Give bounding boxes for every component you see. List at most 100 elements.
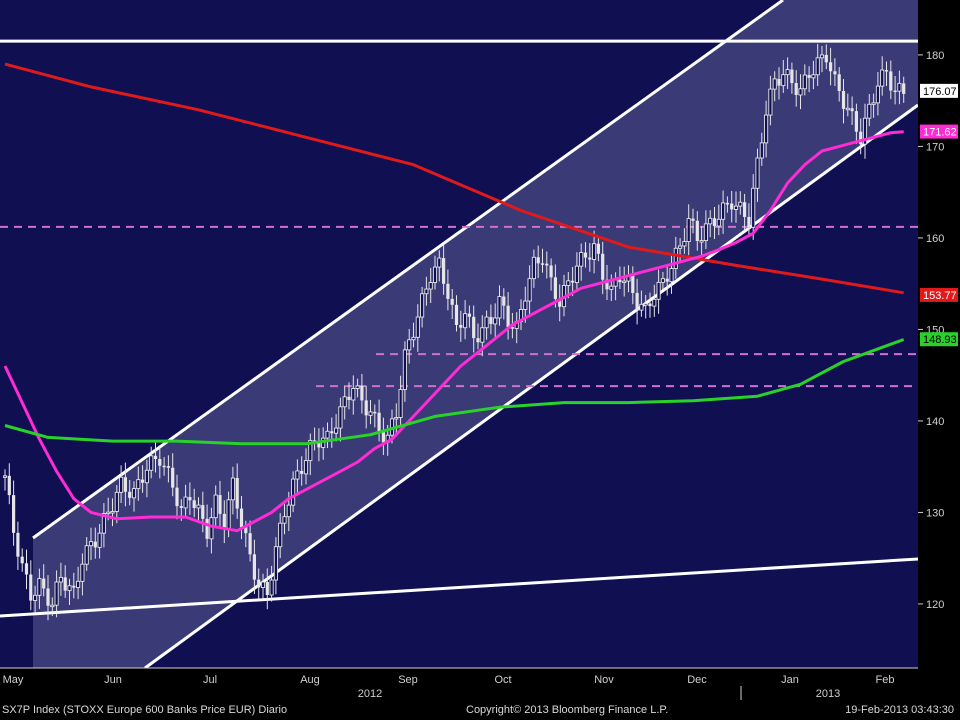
candle-body: [300, 470, 304, 474]
candle-body: [824, 54, 828, 63]
candle-body: [218, 495, 222, 514]
candle-body: [656, 281, 661, 300]
candle-body: [183, 496, 188, 509]
moving-average-line-3: [4, 338, 905, 446]
candle-body: [854, 111, 858, 132]
candle-body: [794, 83, 798, 95]
candle-body: [222, 513, 226, 530]
candle-body: [588, 257, 592, 260]
candle-body: [730, 203, 734, 210]
candle-body: [97, 532, 102, 548]
candle-body: [7, 475, 11, 496]
candle-body: [175, 487, 179, 507]
year-label: 2013: [816, 688, 840, 700]
candle-body: [153, 455, 158, 460]
candle-body: [317, 442, 321, 448]
candle-body: [721, 202, 726, 220]
candle-body: [618, 279, 622, 283]
month-label: May: [3, 674, 24, 686]
candle-body: [110, 511, 115, 514]
candle-body: [347, 396, 351, 400]
moving-average-line-1: [4, 62, 904, 295]
candle-body: [119, 476, 124, 493]
month-label: Jul: [203, 674, 217, 686]
candle-body: [291, 478, 296, 506]
y-tick-label: 180: [926, 50, 944, 62]
support-trendline: [0, 557, 919, 618]
candle-body: [325, 430, 330, 439]
candle-body: [902, 83, 906, 94]
candle-body: [342, 396, 347, 408]
price-label-text: 176.07: [923, 86, 957, 98]
candle-body: [351, 388, 356, 401]
candle-body: [29, 574, 33, 601]
candle-body: [46, 588, 50, 606]
y-tick-label: 130: [926, 507, 944, 519]
candle-body: [295, 470, 300, 480]
candle-body: [398, 389, 403, 418]
candle-body: [574, 265, 579, 284]
candle-body: [93, 541, 97, 548]
candle-body: [678, 245, 683, 249]
candle-body: [536, 257, 540, 264]
candle-body: [415, 316, 420, 338]
candle-body: [24, 563, 29, 575]
candle-body: [880, 69, 885, 87]
candle-body: [166, 466, 170, 468]
price-label-text: 153.77: [923, 290, 957, 302]
candle-body: [785, 69, 790, 76]
candle-body: [798, 88, 803, 96]
candle-body: [201, 505, 205, 519]
candle-body: [355, 385, 360, 389]
time-axis-background: [0, 668, 918, 700]
candle-body: [480, 327, 485, 343]
candle-body: [897, 82, 902, 92]
candle-body: [764, 114, 769, 144]
candle-body: [527, 278, 532, 302]
candle-body: [733, 205, 739, 210]
candle-body: [106, 511, 111, 515]
candle-body: [802, 74, 807, 90]
price-label-box: [920, 332, 958, 347]
candle-body: [665, 278, 669, 282]
candle-body: [269, 579, 274, 596]
candle-body: [686, 218, 691, 243]
candle-body: [428, 282, 433, 290]
candle-body: [330, 431, 334, 434]
candle-body: [50, 604, 55, 608]
y-tick-label: 170: [926, 141, 944, 153]
candle-body: [819, 54, 825, 59]
candle-body: [67, 585, 72, 592]
candle-body: [815, 57, 820, 76]
candle-body: [235, 478, 239, 509]
candle-body: [652, 298, 657, 307]
candle-body: [669, 268, 674, 283]
candle-body: [33, 594, 38, 602]
candle-body: [772, 78, 777, 90]
moving-average-line-2: [3, 130, 904, 533]
candle-body: [373, 411, 377, 414]
candle-body: [759, 142, 764, 159]
candle-body: [639, 303, 644, 311]
candle-body: [88, 541, 94, 547]
candle-body: [622, 280, 627, 284]
candle-body: [394, 417, 399, 420]
candle-body: [334, 427, 339, 434]
candle-body: [450, 298, 454, 305]
candle-body: [751, 187, 756, 228]
candle-body: [226, 499, 231, 530]
candle-body: [738, 201, 743, 207]
candle-body: [712, 218, 717, 227]
y-tick-label: 120: [926, 599, 944, 611]
candle-body: [691, 218, 695, 221]
candle-body: [862, 117, 868, 145]
candle-body: [230, 477, 235, 501]
candle-body: [506, 305, 510, 328]
candle-body: [867, 103, 872, 119]
month-label: Dec: [687, 674, 707, 686]
candle-body: [196, 504, 201, 509]
candle-body: [463, 313, 468, 329]
price-label-box: [920, 287, 958, 302]
candle-body: [308, 439, 313, 462]
month-label: Oct: [494, 674, 511, 686]
